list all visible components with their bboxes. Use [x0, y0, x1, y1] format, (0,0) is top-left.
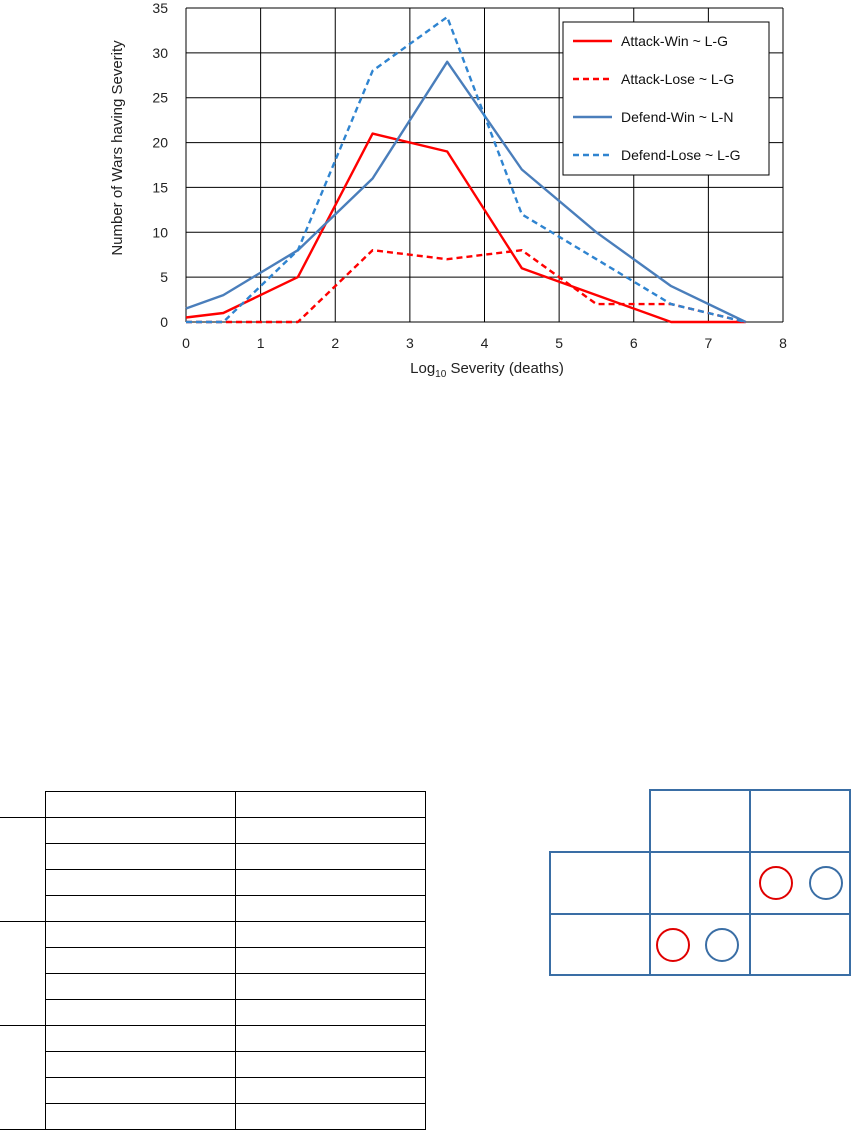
table-row [0, 973, 426, 1000]
table-cell [45, 1051, 236, 1078]
table-cell [45, 1077, 236, 1104]
table-cell [45, 843, 236, 870]
table-row [0, 1051, 426, 1078]
table-row [0, 1103, 426, 1130]
table-cell [45, 817, 236, 844]
table-group-cell [0, 921, 46, 1026]
y-tick-label: 25 [152, 90, 168, 106]
legend-label: Defend-Lose ~ L-G [621, 147, 740, 163]
table-row [0, 1025, 426, 1130]
legend-box [562, 21, 770, 176]
table-cell [45, 1025, 236, 1052]
x-tick-label: 5 [555, 335, 563, 351]
table-cell [45, 869, 236, 896]
table-cell [235, 895, 426, 922]
y-tick-label: 10 [152, 224, 168, 240]
table-cell [235, 921, 426, 948]
table-cell [0, 791, 46, 818]
table-cell [45, 947, 236, 974]
x-tick-label: 3 [406, 335, 414, 351]
table-group-cell [0, 817, 46, 922]
legend: Attack-Win ~ L-G Attack-Lose ~ L-G Defend-… [562, 21, 770, 176]
red-circle [759, 866, 793, 900]
table-row [0, 895, 426, 922]
x-tick-label: 1 [257, 335, 265, 351]
table-cell [45, 895, 236, 922]
table-cell [45, 791, 236, 818]
red-circle [656, 928, 690, 962]
grid-cell [649, 851, 751, 915]
tick-labels: 0 1 2 3 4 5 6 7 8 0 5 10 15 20 25 30 35 [152, 0, 787, 351]
table-cell [235, 843, 426, 870]
table-cell [235, 999, 426, 1026]
series-line [185, 132, 746, 324]
grid-cell [749, 789, 851, 853]
table-cell [235, 1051, 426, 1078]
legend-label: Attack-Lose ~ L-G [621, 71, 734, 87]
table-row [0, 843, 426, 870]
y-tick-label: 15 [152, 179, 168, 195]
y-tick-label: 30 [152, 45, 168, 61]
table-cell [235, 1077, 426, 1104]
table-row [0, 1077, 426, 1104]
x-tick-label: 7 [704, 335, 712, 351]
chart-series [185, 15, 747, 324]
series-line [185, 60, 747, 324]
x-tick-label: 4 [481, 335, 489, 351]
table-group-cell [0, 1025, 46, 1130]
x-tick-label: 0 [182, 335, 190, 351]
legend-label: Attack-Win ~ L-G [621, 33, 728, 49]
y-tick-label: 20 [152, 135, 168, 151]
line-chart: 0 1 2 3 4 5 6 7 8 0 5 10 15 20 25 30 35 Number of Wars h… [109, 0, 787, 380]
grid-cell [749, 913, 851, 976]
y-tick-label: 35 [152, 0, 168, 16]
series-line [186, 15, 746, 324]
table-cell [45, 999, 236, 1026]
grid-cell [649, 789, 751, 853]
x-tick-label: 8 [779, 335, 787, 351]
x-tick-label: 6 [630, 335, 638, 351]
table-cell [235, 791, 426, 818]
table-cell [235, 1025, 426, 1052]
table-row [0, 947, 426, 974]
x-axis-label: Log10 Severity (deaths) [410, 360, 564, 380]
table-row [0, 921, 426, 1026]
outcome-grid [549, 789, 851, 1136]
y-axis-label: Number of Wars having Severity [109, 40, 126, 256]
series-line [186, 248, 746, 324]
table-cell [45, 973, 236, 1000]
blue-circle [809, 866, 843, 900]
y-tick-label: 0 [160, 314, 168, 330]
grid-cell [549, 851, 651, 915]
x-tick-label: 2 [331, 335, 339, 351]
table-cell [235, 947, 426, 974]
table-cell [235, 869, 426, 896]
legend-label: Defend-Win ~ L-N [621, 109, 733, 125]
table-cell [45, 1103, 236, 1130]
table-cell [235, 973, 426, 1000]
table-row [0, 869, 426, 896]
table-cell [235, 817, 426, 844]
table-row [0, 999, 426, 1026]
grid-cell [549, 913, 651, 976]
table-row [0, 817, 426, 922]
table-cell [45, 921, 236, 948]
table-cell [235, 1103, 426, 1130]
blue-circle [705, 928, 739, 962]
empty-table [0, 791, 426, 1130]
y-tick-label: 5 [160, 269, 168, 285]
